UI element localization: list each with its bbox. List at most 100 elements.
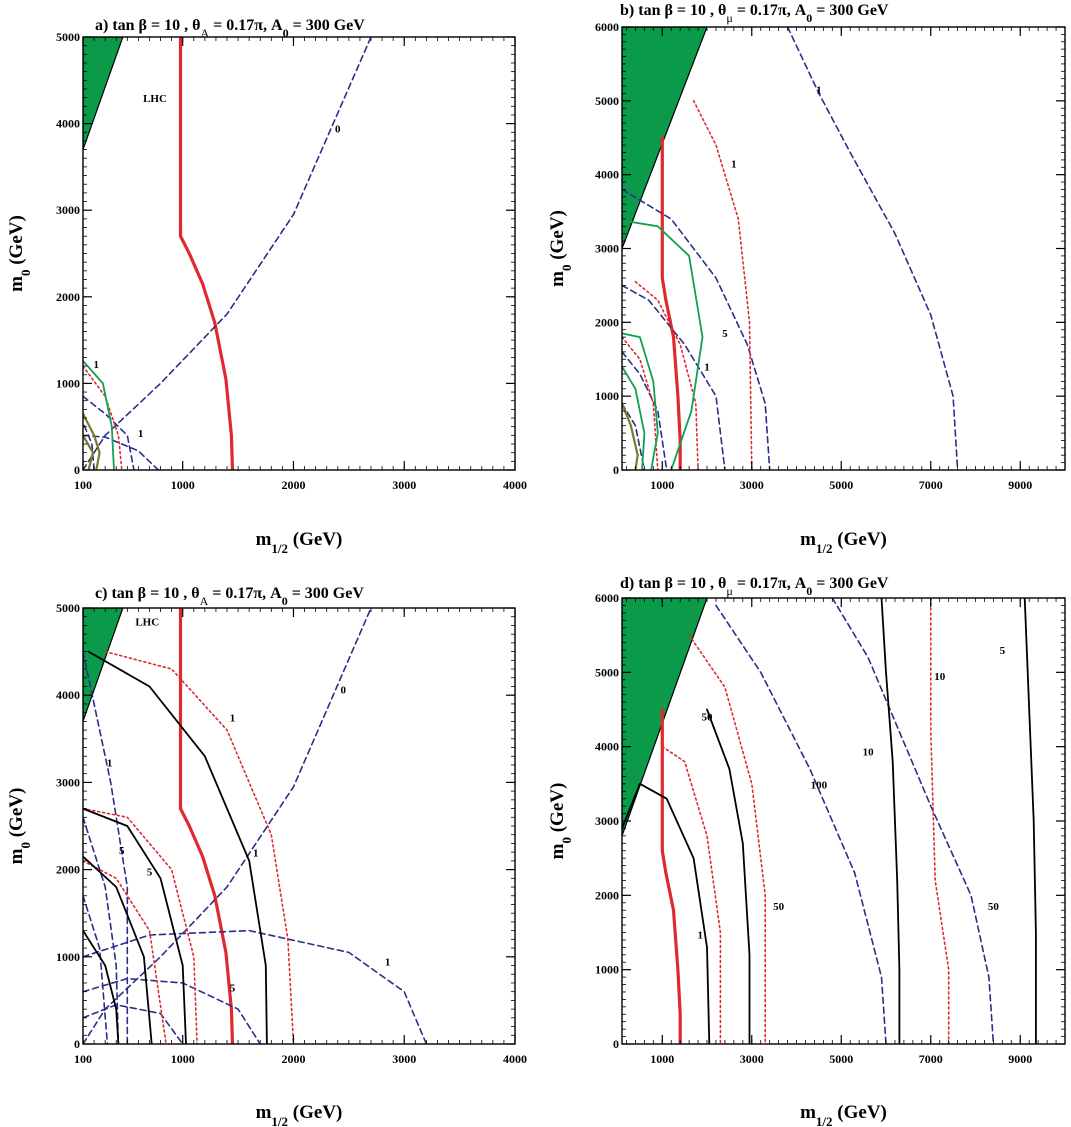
contour-label: 5 [119,845,125,857]
plot-frame [82,607,516,1045]
contour-black [83,929,120,1044]
y-tick-label: 2000 [595,888,619,902]
contour-label: 1 [230,712,236,724]
panel-title: c) tan β = 10 , θA = 0.17π, A0 = 300 GeV [95,585,364,608]
excluded-region [83,37,124,150]
x-tick-label: 3000 [392,1052,416,1066]
contour-label: 0 [341,684,347,696]
y-tick-label: 1000 [56,376,80,390]
contour-dashed-blue [83,395,135,470]
contour-dashed-blue [831,598,995,1044]
plot-frame [621,26,1066,471]
contour-dotted-red [929,598,950,1044]
x-axis-label: m1/2 (GeV) [256,1102,343,1127]
contour-green [83,359,115,470]
contour-lhc [660,136,682,470]
y-tick-label: 4000 [595,740,619,754]
contour-dashed-blue [83,1003,184,1044]
contour-label: 10 [934,671,946,683]
contour-dotted-red [83,807,198,1044]
contour-lhc [178,608,235,1044]
contour-dashed-blue [83,37,372,470]
panel-title: a) tan β = 10 , θA = 0.17π, A0 = 300 GeV [95,17,365,40]
contour-label: 1 [138,428,144,440]
x-tick-label: 9000 [1008,478,1032,492]
contour-label: 1 [816,84,822,96]
y-tick-label: 5000 [595,665,619,679]
contour-label: 100 [811,779,828,791]
y-tick-label: 0 [613,1037,619,1051]
contour-green [622,219,704,470]
contour-dashed-blue [622,402,646,470]
x-tick-label: 7000 [919,478,943,492]
contour-dashed-blue [715,604,887,1044]
contour-dotted-red [661,745,722,1044]
panel-title: b) tan β = 10 , θμ = 0.17π, A0 = 300 GeV [620,2,889,25]
y-tick-label: 1000 [56,950,80,964]
contour-label: 0 [335,123,341,135]
y-axis-label: m0 (GeV) [547,210,574,287]
contour-dotted-red [83,860,167,1044]
y-tick-label: 3000 [595,242,619,256]
contour-dashed-blue [83,608,372,1044]
contour-label: 1 [253,848,259,860]
y-tick-label: 1000 [595,963,619,977]
contour-label: 1 [698,929,704,941]
panel-b-chart: 1000 3000 5000 7000 9000 0 1000 2000 3000 4000 500… [547,2,1066,556]
x-tick-label: 5000 [829,478,853,492]
x-tick-label: 9000 [1008,1052,1032,1066]
contour-dotted-red [622,336,659,470]
contour-black [706,708,751,1044]
y-tick-label: 3000 [595,814,619,828]
y-tick-label: 4000 [56,688,80,702]
y-tick-label: 5000 [56,30,80,44]
y-tick-label: 4000 [56,117,80,131]
contour-label: 5 [147,867,153,879]
y-tick-label: 4000 [595,168,619,182]
y-tick-label: 0 [74,463,80,477]
contour-dashed-blue [83,816,120,1044]
contour-label: 5 [230,983,236,995]
x-tick-label: 1000 [171,1052,195,1066]
contour-label: LHC [135,616,159,628]
panel-d-chart: 1000 3000 5000 7000 9000 0 1000 2000 3000 4000 500… [547,575,1066,1127]
y-axis-label: m0 (GeV) [6,215,33,292]
x-axis-label: m1/2 (GeV) [800,1102,887,1127]
y-tick-label: 3000 [56,775,80,789]
contour-black [87,650,268,1044]
contour-label: 5 [1000,645,1006,657]
contour-olive [622,402,639,470]
contour-black [83,807,187,1044]
x-tick-label: 4000 [503,1052,527,1066]
contour-dotted-red [83,365,123,470]
y-tick-label: 5000 [56,601,80,615]
x-tick-label: 1000 [650,1052,674,1066]
contour-label: 1 [94,359,100,371]
panel-a-chart: 100 1000 2000 3000 4000 0 1000 2000 3000 4000 5000… [6,17,527,556]
y-tick-label: 0 [613,463,619,477]
excluded-region [622,598,708,837]
contour-dashed-blue [83,421,95,470]
contour-label: LHC [143,93,167,105]
x-tick-label: 4000 [503,478,527,492]
panel-c-chart: 100 1000 2000 3000 4000 0 1000 2000 3000 4000 5000… [6,585,527,1127]
contour-dashed-blue [622,284,726,470]
plot-area [83,37,372,470]
x-tick-label: 2000 [281,478,305,492]
contour-label: 1 [107,758,113,770]
contour-label: 50 [988,901,1000,913]
contour-label: 5 [722,328,728,340]
plot-area [622,27,959,470]
contour-dashed-blue [622,351,668,470]
x-tick-label: 100 [74,478,92,492]
y-tick-label: 6000 [595,591,619,605]
contour-label: 1 [385,957,391,969]
y-tick-label: 1000 [595,389,619,403]
contour-black [622,782,711,1044]
y-tick-label: 0 [74,1037,80,1051]
contour-label: 50 [773,901,785,913]
contour-dotted-red [688,634,767,1044]
contour-label: 10 [863,747,875,759]
contour-black [880,598,901,1044]
